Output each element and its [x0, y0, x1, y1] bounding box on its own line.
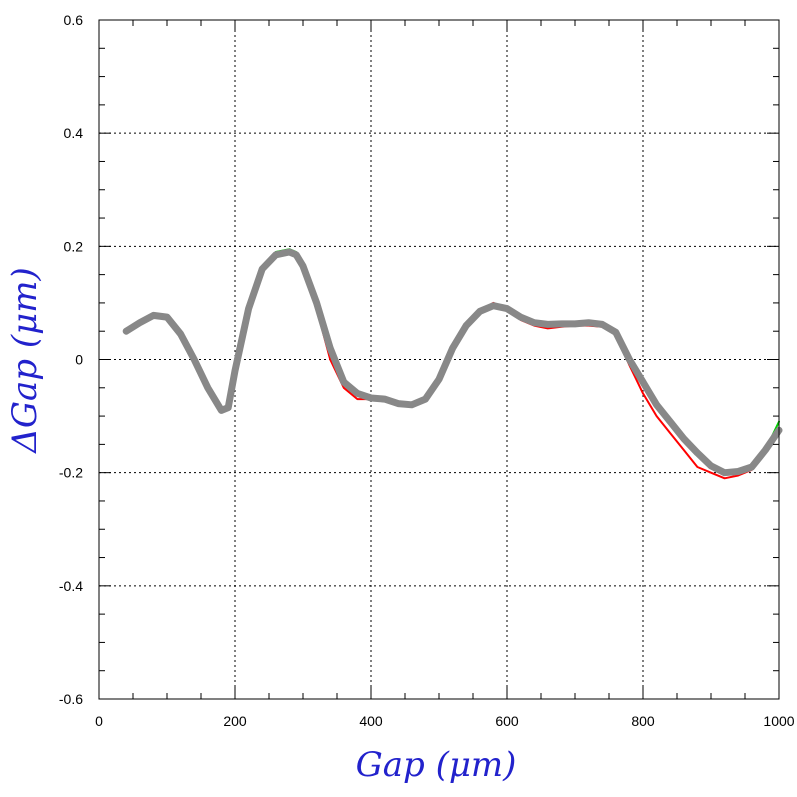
y-tick-label: -0.6: [59, 691, 83, 707]
y-tick-label: -0.2: [59, 465, 83, 481]
y-axis-title: ΔGap (μm): [5, 267, 45, 454]
grid: [99, 20, 779, 699]
tick-labels: 0 200 400 600 800 1000 -0.6 -0.4 -0.2 0 0.2 0.4 0.6: [59, 12, 795, 729]
series-line: [125, 251, 780, 480]
x-tick-label: 400: [359, 713, 383, 729]
y-tick-label: -0.4: [59, 578, 83, 594]
x-tick-label: 0: [95, 713, 103, 729]
y-tick-label: 0.6: [64, 12, 84, 28]
ticks: [98, 19, 780, 700]
x-tick-label: 600: [495, 713, 519, 729]
x-tick-label: 800: [631, 713, 655, 729]
y-tick-label: 0.2: [64, 238, 84, 254]
x-tick-label: 1000: [763, 713, 794, 729]
series-layer: [122, 248, 783, 480]
y-tick-label: 0.4: [64, 125, 84, 141]
x-axis-title: Gap (μm): [356, 745, 517, 785]
series-line: [122, 248, 783, 477]
x-tick-label: 200: [223, 713, 247, 729]
y-tick-label: 0: [75, 352, 83, 368]
